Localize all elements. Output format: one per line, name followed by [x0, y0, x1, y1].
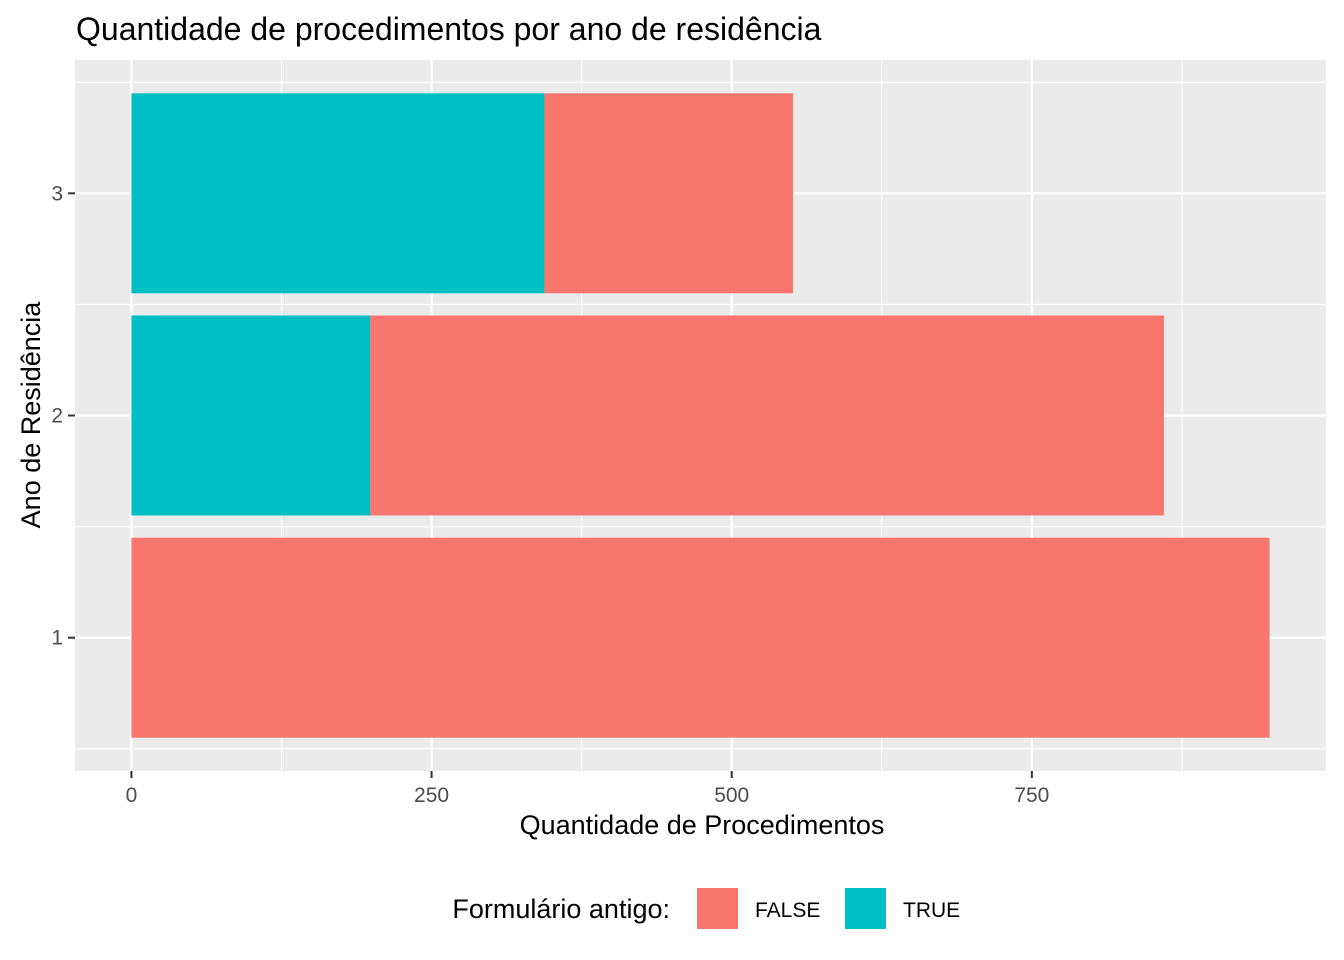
bar-year-3-true	[131, 93, 545, 294]
chart-title: Quantidade de procedimentos por ano de r…	[76, 11, 822, 47]
legend-label-true: TRUE	[903, 899, 960, 922]
legend-title: Formulário antigo:	[452, 894, 670, 924]
x-tick-label: 750	[1014, 784, 1049, 807]
legend: Formulário antigo: FALSE TRUE	[452, 888, 960, 929]
bar-year-2-false	[370, 315, 1164, 516]
axes: 0 250 500 750 1 2 3	[51, 182, 1049, 807]
y-tick-label: 3	[51, 182, 63, 205]
legend-key-false	[697, 888, 738, 929]
bar-year-1-false	[131, 537, 1270, 738]
x-tick-label: 500	[714, 784, 749, 807]
legend-key-true	[845, 888, 886, 929]
x-tick-label: 0	[126, 784, 138, 807]
x-axis-title: Quantidade de Procedimentos	[520, 810, 885, 840]
y-axis-title: Ano de Residência	[16, 301, 46, 529]
bars	[131, 93, 1270, 738]
legend-label-false: FALSE	[755, 899, 820, 922]
y-tick-label: 2	[51, 405, 63, 428]
x-tick-label: 250	[414, 784, 449, 807]
bar-year-2-true	[131, 315, 371, 516]
bar-year-3-false	[544, 93, 793, 294]
y-tick-label: 1	[51, 627, 63, 650]
